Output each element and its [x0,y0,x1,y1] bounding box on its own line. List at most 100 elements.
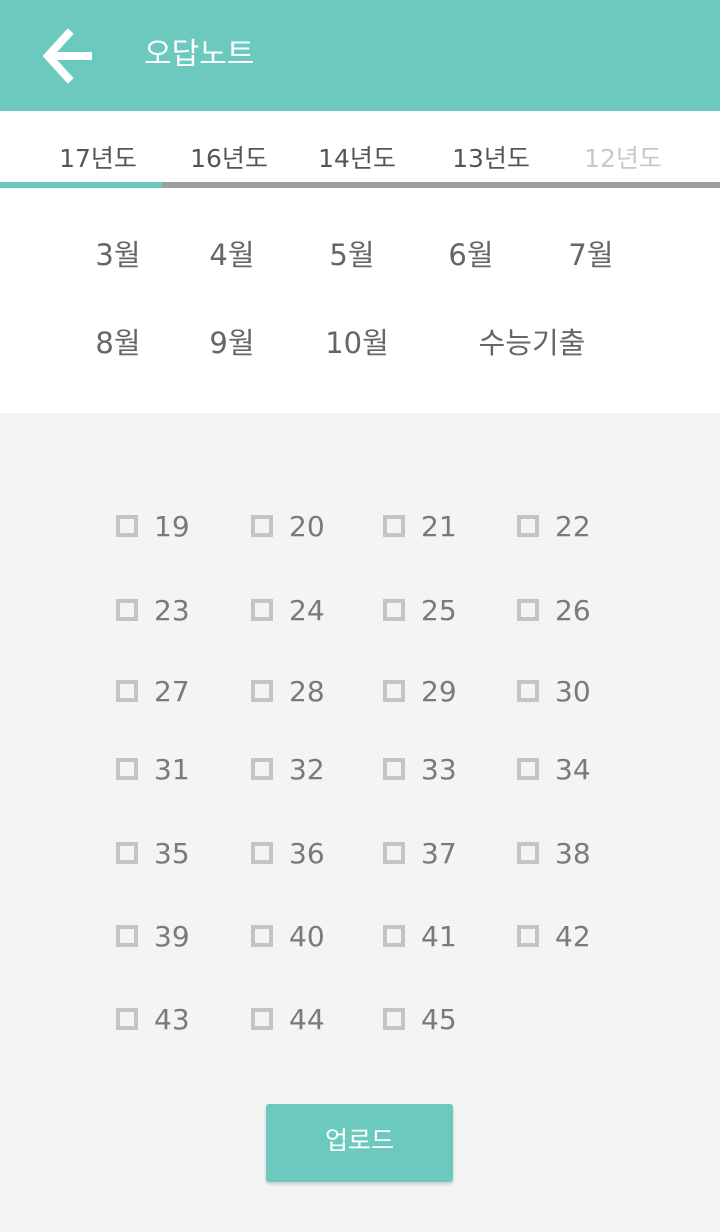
tab-track [0,182,720,188]
month-item[interactable]: 7월 [568,238,614,272]
checkbox-icon[interactable] [383,515,405,537]
question-checkbox-item[interactable]: 32 [251,753,371,793]
checkbox-icon[interactable] [251,599,273,621]
question-checkbox-item[interactable]: 31 [116,753,236,793]
question-checkbox-item[interactable]: 19 [116,510,236,550]
question-number: 41 [421,920,457,953]
month-item-suneung[interactable]: 수능기출 [478,326,586,360]
checkbox-icon[interactable] [517,842,539,864]
checkbox-icon[interactable] [517,515,539,537]
question-checkbox-item[interactable]: 22 [517,510,637,550]
question-number: 19 [154,510,190,543]
month-item[interactable]: 10월 [325,326,389,360]
question-checkbox-item[interactable]: 20 [251,510,371,550]
month-item[interactable]: 8월 [95,326,141,360]
checkbox-icon[interactable] [116,842,138,864]
question-number: 34 [555,753,591,786]
question-number: 31 [154,753,190,786]
question-number: 42 [555,920,591,953]
question-checkbox-item[interactable]: 43 [116,1003,236,1043]
question-checkbox-item[interactable]: 30 [517,675,637,715]
question-number: 28 [289,675,325,708]
question-checkbox-item[interactable]: 45 [383,1003,503,1043]
question-checkbox-item[interactable]: 40 [251,920,371,960]
question-checkbox-item[interactable]: 26 [517,594,637,634]
month-item[interactable]: 5월 [329,238,375,272]
back-button[interactable] [40,28,100,84]
page-title: 오답노트 [144,37,255,72]
tab-16[interactable]: 16년도 [190,144,268,173]
checkbox-icon[interactable] [251,515,273,537]
question-number: 23 [154,594,190,627]
app-header: 오답노트 [0,0,720,111]
checkbox-icon[interactable] [251,925,273,947]
question-checkbox-item[interactable]: 37 [383,837,503,877]
question-number: 38 [555,837,591,870]
checkbox-icon[interactable] [116,758,138,780]
question-checkbox-item[interactable]: 38 [517,837,637,877]
month-item[interactable]: 9월 [209,326,255,360]
checkbox-icon[interactable] [116,515,138,537]
tab-17[interactable]: 17년도 [59,144,137,173]
question-number: 30 [555,675,591,708]
checkbox-icon[interactable] [251,680,273,702]
checkbox-icon[interactable] [251,1008,273,1030]
month-item[interactable]: 3월 [95,238,141,272]
question-checklist: 19 20 21 22 23 24 25 26 27 28 29 30 31 32 33 34 35 36 37 38… [0,413,720,1073]
question-number: 39 [154,920,190,953]
question-checkbox-item[interactable]: 25 [383,594,503,634]
question-checkbox-item[interactable]: 23 [116,594,236,634]
question-number: 22 [555,510,591,543]
month-item[interactable]: 4월 [209,238,255,272]
checkbox-icon[interactable] [383,680,405,702]
month-item[interactable]: 6월 [448,238,494,272]
question-checkbox-item[interactable]: 34 [517,753,637,793]
checkbox-icon[interactable] [251,758,273,780]
checkbox-icon[interactable] [517,925,539,947]
checkbox-icon[interactable] [517,680,539,702]
checkbox-icon[interactable] [251,842,273,864]
question-checkbox-item[interactable]: 27 [116,675,236,715]
checkbox-icon[interactable] [116,680,138,702]
question-number: 43 [154,1003,190,1036]
question-checkbox-item[interactable]: 41 [383,920,503,960]
question-number: 29 [421,675,457,708]
checkbox-icon[interactable] [383,758,405,780]
question-number: 40 [289,920,325,953]
question-checkbox-item[interactable]: 42 [517,920,637,960]
question-number: 24 [289,594,325,627]
question-number: 35 [154,837,190,870]
question-checkbox-item[interactable]: 35 [116,837,236,877]
question-checkbox-item[interactable]: 39 [116,920,236,960]
checkbox-icon[interactable] [116,925,138,947]
question-checkbox-item[interactable]: 29 [383,675,503,715]
checkbox-icon[interactable] [517,758,539,780]
tab-13[interactable]: 13년도 [452,144,530,173]
tab-indicator [0,182,162,188]
question-checkbox-item[interactable]: 21 [383,510,503,550]
question-checkbox-item[interactable]: 44 [251,1003,371,1043]
tab-12[interactable]: 12년도 [584,144,662,173]
question-checkbox-item[interactable]: 28 [251,675,371,715]
question-number: 33 [421,753,457,786]
question-number: 27 [154,675,190,708]
question-checkbox-item[interactable]: 24 [251,594,371,634]
question-number: 44 [289,1003,325,1036]
upload-button[interactable]: 업로드 [266,1104,453,1182]
checkbox-icon[interactable] [383,599,405,621]
checkbox-icon[interactable] [383,842,405,864]
checkbox-icon[interactable] [383,925,405,947]
year-tabs: 17년도 16년도 14년도 13년도 12년도 [0,111,720,189]
question-checkbox-item[interactable]: 33 [383,753,503,793]
question-number: 25 [421,594,457,627]
checkbox-icon[interactable] [116,599,138,621]
question-number: 36 [289,837,325,870]
question-number: 32 [289,753,325,786]
question-number: 45 [421,1003,457,1036]
tab-14[interactable]: 14년도 [318,144,396,173]
checkbox-icon[interactable] [517,599,539,621]
question-checkbox-item[interactable]: 36 [251,837,371,877]
question-number: 37 [421,837,457,870]
checkbox-icon[interactable] [383,1008,405,1030]
checkbox-icon[interactable] [116,1008,138,1030]
